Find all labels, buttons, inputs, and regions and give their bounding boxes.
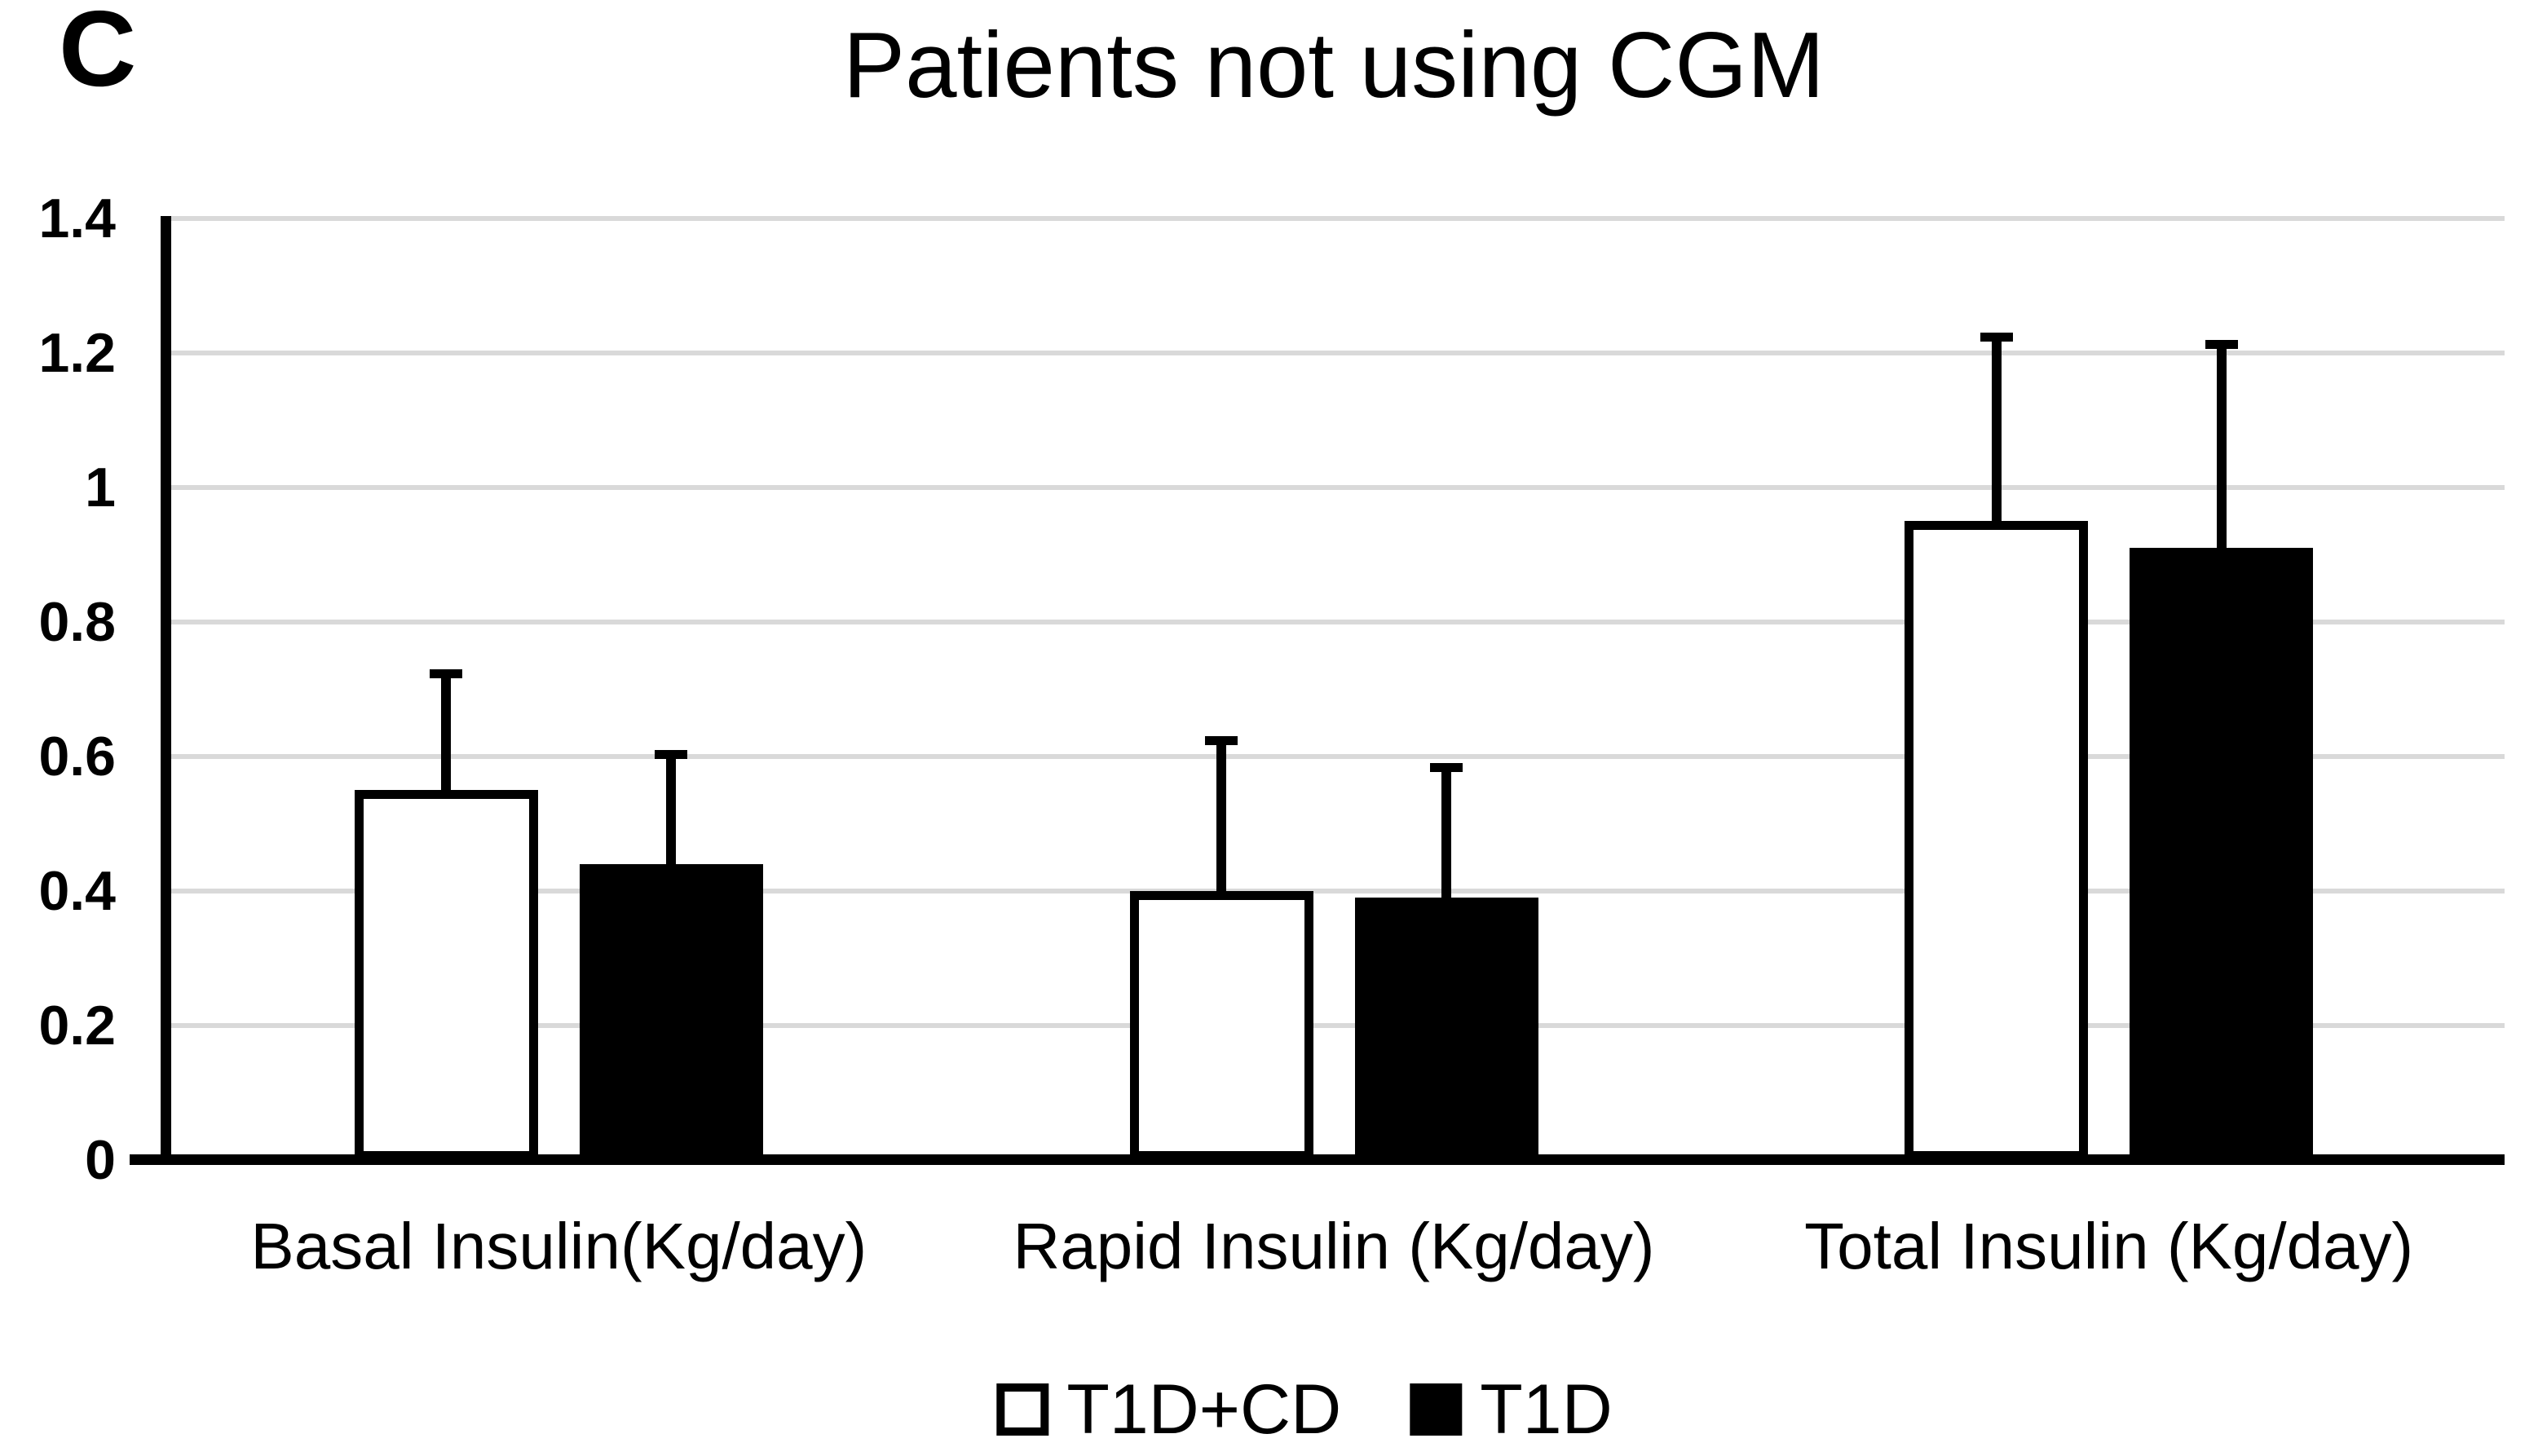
- panel-letter: C: [59, 0, 137, 108]
- x-axis-labels: Basal Insulin(Kg/day) Rapid Insulin (Kg/d…: [171, 1211, 2496, 1282]
- bar-slot-t1d-total-insulin-kg-day: [2130, 218, 2314, 1160]
- gridlines-layer: [171, 216, 2505, 1160]
- bar-t1d-total-insulin-kg-day: [2130, 548, 2314, 1160]
- gridline-1.2: [171, 351, 2505, 355]
- bar-slot-t1d-cd-rapid-insulin-kg-day: [1129, 218, 1313, 1160]
- bar-slot-t1d-cd-total-insulin-kg-day: [1905, 218, 2089, 1160]
- legend-item-t1d: T1D: [1410, 1370, 1613, 1449]
- error-bar-cap-t1d-cd-total-insulin-kg-day: [1980, 333, 2013, 342]
- x-axis-line: [130, 1154, 2505, 1165]
- legend: T1D+CD T1D: [996, 1370, 1613, 1449]
- legend-item-t1d-cd: T1D+CD: [996, 1374, 1341, 1445]
- error-bar-t1d-rapid-insulin-kg-day: [1441, 763, 1451, 898]
- category-label-basal-insulin-kg-day: Basal Insulin(Kg/day): [250, 1210, 867, 1282]
- error-bar-cap-t1d-cd-basal-insulin-kg-day: [430, 668, 463, 678]
- bar-t1d-cd-rapid-insulin-kg-day: [1129, 891, 1313, 1160]
- bar-t1d-cd-basal-insulin-kg-day: [354, 790, 538, 1160]
- gridline-1: [171, 485, 2505, 490]
- y-tick-label-1: 1: [85, 457, 116, 518]
- error-bar-t1d-total-insulin-kg-day: [2216, 339, 2227, 549]
- error-bar-t1d-cd-rapid-insulin-kg-day: [1216, 736, 1226, 891]
- error-bar-t1d-basal-insulin-kg-day: [666, 749, 677, 864]
- bar-t1d-rapid-insulin-kg-day: [1354, 898, 1538, 1160]
- y-tick-label-0.8: 0.8: [38, 591, 116, 653]
- gridline-0.4: [171, 889, 2505, 893]
- y-tick-label-0: 0: [85, 1129, 116, 1191]
- error-bar-cap-t1d-rapid-insulin-kg-day: [1430, 763, 1463, 773]
- y-tick-label-0.4: 0.4: [38, 860, 116, 922]
- gridline-0.8: [171, 620, 2505, 624]
- bar-groups: [171, 218, 2496, 1160]
- legend-swatch-t1d: [1410, 1383, 1463, 1436]
- error-bar-cap-t1d-basal-insulin-kg-day: [655, 749, 688, 759]
- bar-slot-t1d-rapid-insulin-kg-day: [1354, 218, 1538, 1160]
- legend-label-t1d-cd: T1D+CD: [1066, 1370, 1342, 1449]
- y-axis-line: [161, 216, 171, 1165]
- legend-label-t1d: T1D: [1480, 1370, 1613, 1449]
- y-tick-label-1.4: 1.4: [38, 188, 116, 249]
- error-bar-t1d-cd-total-insulin-kg-day: [1991, 333, 2002, 522]
- error-bar-cap-t1d-cd-rapid-insulin-kg-day: [1205, 736, 1238, 746]
- plot-area: 0 0.2 0.4 0.6 0.8 1 1.2 1.4 Basal Insulin(Kg/da…: [38, 191, 2505, 1282]
- chart-title: Patients not using CGM: [843, 14, 1825, 117]
- y-tick-label-0.6: 0.6: [38, 726, 116, 788]
- gridline-1.4: [171, 216, 2505, 221]
- category-label-total-insulin-kg-day: Total Insulin (Kg/day): [1804, 1210, 2414, 1282]
- bar-slot-t1d-basal-insulin-kg-day: [579, 218, 763, 1160]
- bar-group-rapid-insulin-kg-day: [947, 218, 1722, 1160]
- legend-swatch-t1d-cd: [996, 1383, 1049, 1436]
- gridline-0.2: [171, 1023, 2505, 1028]
- bar-t1d-cd-total-insulin-kg-day: [1905, 521, 2089, 1160]
- error-bar-cap-t1d-total-insulin-kg-day: [2205, 339, 2238, 349]
- gridline-0.6: [171, 754, 2505, 759]
- y-tick-label-1.2: 1.2: [38, 322, 116, 384]
- category-label-rapid-insulin-kg-day: Rapid Insulin (Kg/day): [1013, 1210, 1655, 1282]
- bar-group-basal-insulin-kg-day: [171, 218, 947, 1160]
- bar-slot-t1d-cd-basal-insulin-kg-day: [354, 218, 538, 1160]
- error-bar-t1d-cd-basal-insulin-kg-day: [441, 668, 452, 791]
- bar-t1d-basal-insulin-kg-day: [579, 864, 763, 1160]
- y-tick-labels-layer: 0 0.2 0.4 0.6 0.8 1 1.2 1.4: [38, 191, 2496, 1188]
- y-tick-label-0.2: 0.2: [38, 995, 116, 1057]
- bar-group-total-insulin-kg-day: [1721, 218, 2496, 1160]
